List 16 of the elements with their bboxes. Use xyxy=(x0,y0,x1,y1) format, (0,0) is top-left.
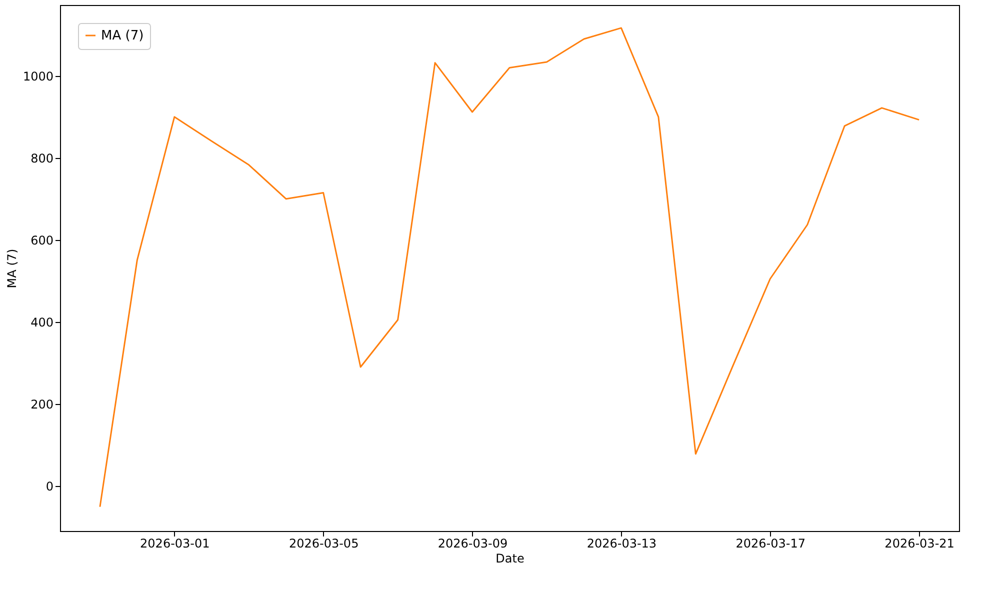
x-tick-label: 2026-03-09 xyxy=(438,536,508,550)
y-tick-label: 600 xyxy=(30,233,54,248)
y-tick-label: 0 xyxy=(46,479,54,494)
legend-label: MA (7) xyxy=(101,28,144,44)
x-tick-label: 2026-03-05 xyxy=(288,536,359,550)
x-axis-title: Date xyxy=(496,552,524,566)
y-tick-label: 200 xyxy=(30,397,54,412)
x-tick-label: 2026-03-21 xyxy=(884,536,954,550)
y-tick-label: 400 xyxy=(30,315,54,330)
x-tick-label: 2026-03-13 xyxy=(586,536,657,550)
y-tick-label: 1000 xyxy=(22,69,54,84)
x-tick-label: 2026-03-01 xyxy=(140,536,210,550)
line-series xyxy=(99,27,920,508)
x-tick-label: 2026-03-17 xyxy=(736,536,806,550)
y-tick-label: 800 xyxy=(30,151,54,166)
y-axis-title: MA (7) xyxy=(4,248,19,288)
